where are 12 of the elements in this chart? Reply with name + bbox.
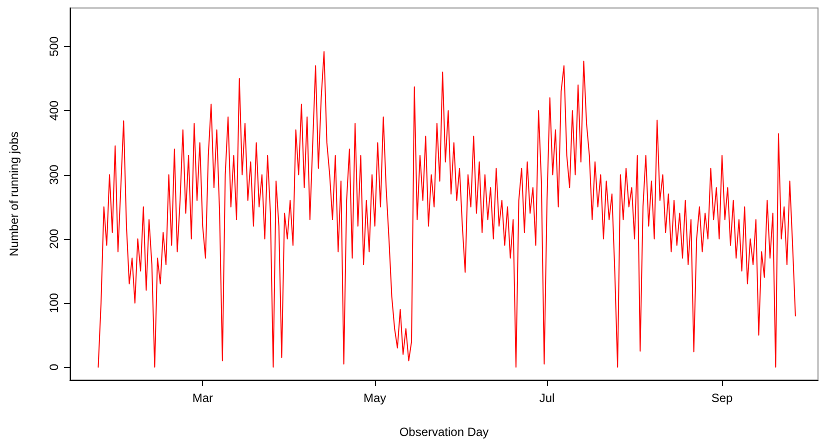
x-tick-label: Jul <box>539 391 555 405</box>
y-tick-label: 100 <box>47 292 61 314</box>
y-axis-title: Number of running jobs <box>7 132 21 256</box>
y-tick-label: 400 <box>47 100 61 121</box>
x-tick-label: May <box>364 391 386 405</box>
y-tick-label: 200 <box>47 228 61 249</box>
x-axis-title: Observation Day <box>399 425 489 439</box>
y-tick-label: 500 <box>47 36 61 56</box>
y-tick-label: 300 <box>47 164 61 185</box>
y-tick-label: 0 <box>47 364 61 371</box>
x-tick-label: Sep <box>711 391 734 405</box>
x-tick-label: Mar <box>192 391 213 405</box>
